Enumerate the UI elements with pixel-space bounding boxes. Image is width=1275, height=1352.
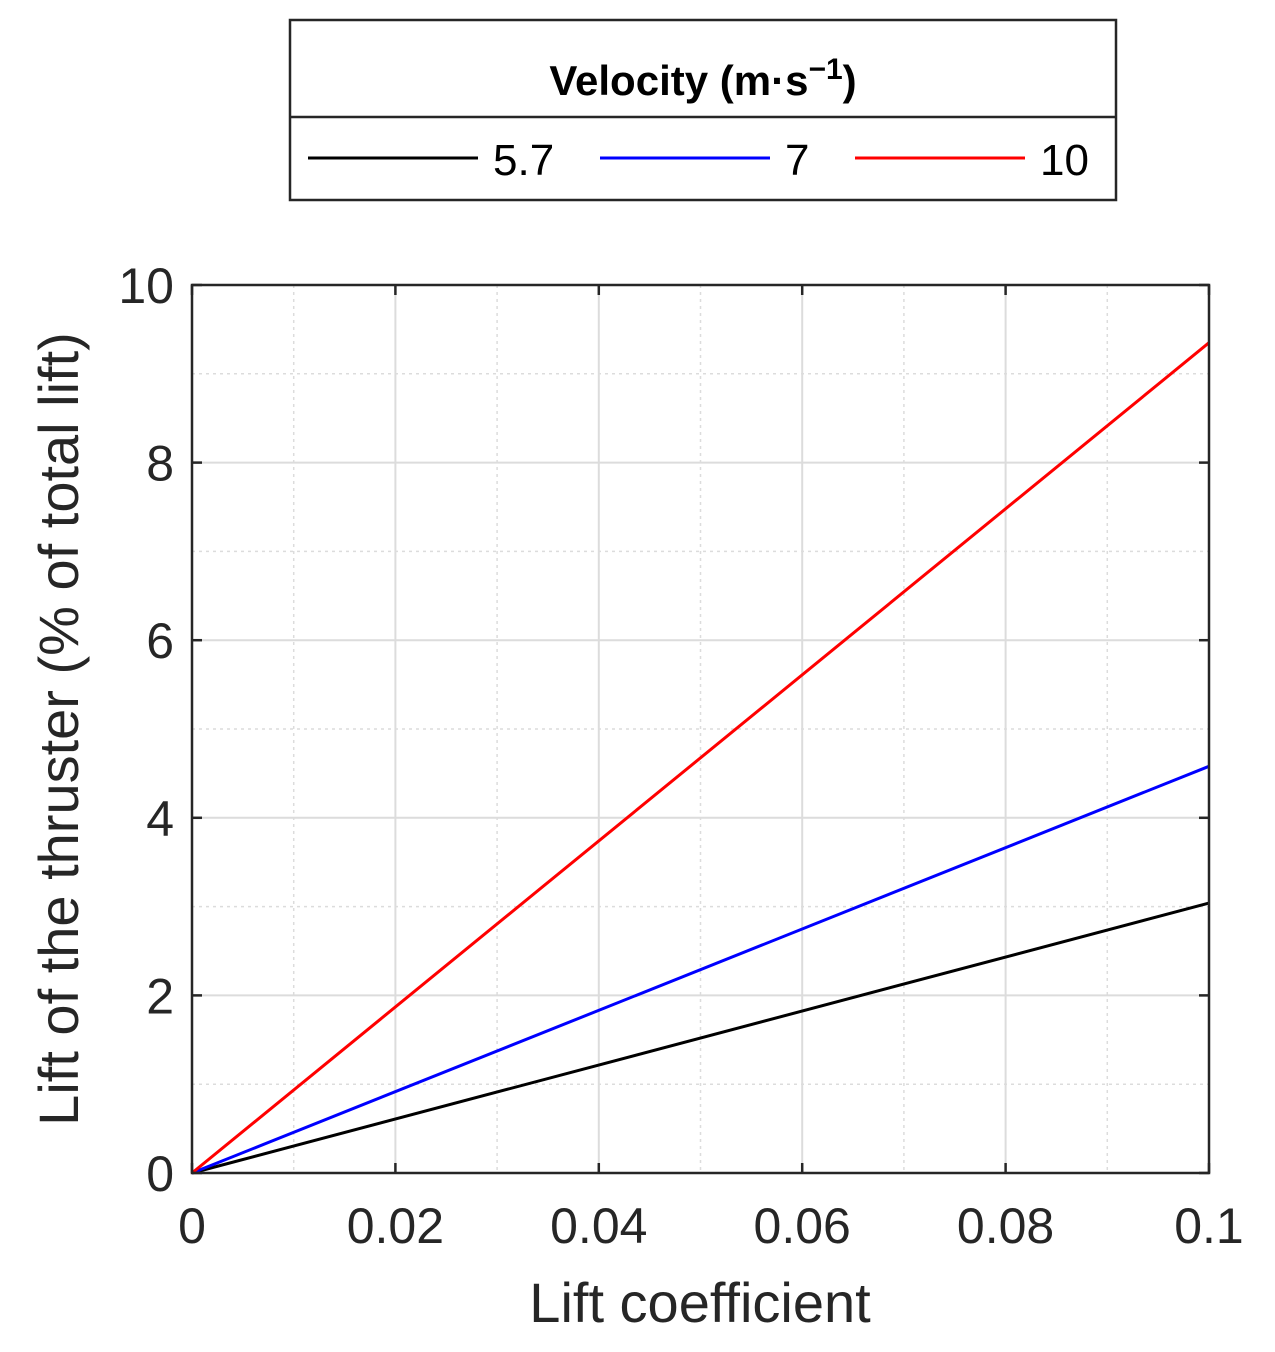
legend-label-5-7: 5.7 [493, 136, 554, 185]
x-tick-label: 0.04 [550, 1198, 647, 1254]
ticks: 0 0.02 0.04 0.06 0.08 0.1 0 2 4 6 8 10 [118, 258, 1243, 1254]
x-tick-label: 0.02 [347, 1198, 444, 1254]
legend-label-10: 10 [1040, 136, 1089, 185]
y-tick-label: 8 [146, 436, 174, 492]
legend-box [288, 18, 1118, 202]
x-tick-label: 0.06 [754, 1198, 851, 1254]
x-tick-label: 0.08 [957, 1198, 1054, 1254]
legend: Velocity (m·s−1) 5.7 7 10 [288, 18, 1118, 202]
x-tick-label: 0.1 [1174, 1198, 1244, 1254]
plot-frame [190, 283, 1211, 1175]
legend-title: Velocity (m·s−1) [549, 53, 856, 104]
series-line-5-7 [191, 901, 1210, 1175]
legend-entries: 5.7 7 10 [308, 136, 1089, 185]
grid [192, 285, 1209, 1173]
series-group [191, 341, 1210, 1175]
y-tick-label: 6 [146, 613, 174, 669]
legend-label-7: 7 [785, 136, 809, 185]
y-axis-label: Lift of the thruster (% of total lift) [27, 332, 90, 1126]
y-tick-label: 2 [146, 968, 174, 1024]
x-axis-label: Lift coefficient [529, 1271, 871, 1334]
series-line-10 [191, 341, 1210, 1175]
series-line-7 [191, 764, 1210, 1175]
x-tick-label: 0 [178, 1198, 206, 1254]
y-tick-label: 4 [146, 791, 174, 847]
y-tick-label: 0 [146, 1146, 174, 1202]
y-tick-label: 10 [118, 258, 174, 314]
